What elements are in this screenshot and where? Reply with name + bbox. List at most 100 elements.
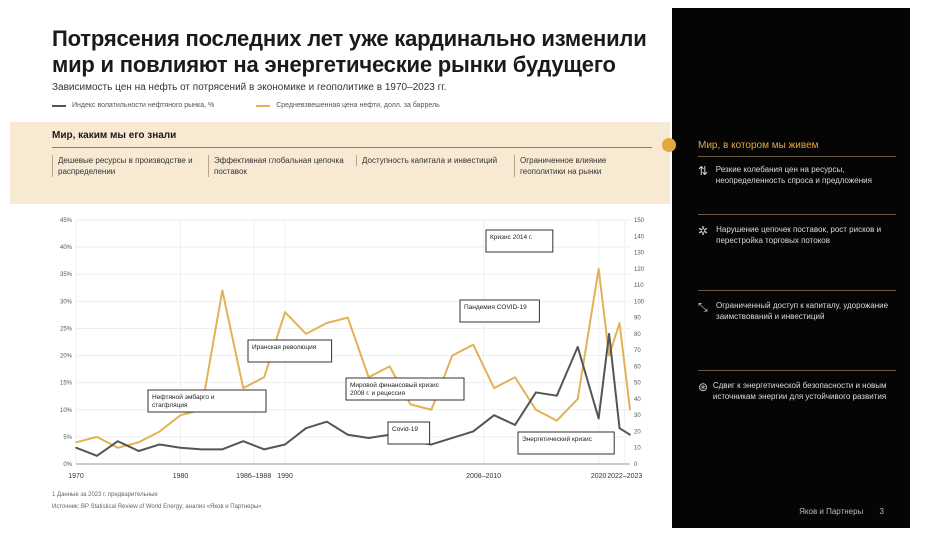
right-tick-label: 50 [634, 381, 641, 387]
left-tick-label: 5% [63, 435, 72, 441]
panel-item-2: ✲ Нарушение цепочек поставок, рост риско… [698, 224, 898, 246]
page-title: Потрясения последних лет уже кардинально… [52, 26, 652, 78]
volatility-point [430, 408, 433, 411]
band-cell-3: Доступность капитала и инвестиций [356, 155, 502, 166]
panel-item-1: ⇅ Резкие колебания цен на ресурсы, неопр… [698, 164, 898, 186]
right-tick-label: 20 [634, 429, 641, 435]
title-line-2: мир и повлияют на энергетические рынки б… [52, 52, 616, 77]
annotation-label: 2008 г. и рецессия [350, 390, 406, 397]
source-note: Источник: BP Statistical Review of World… [52, 504, 262, 510]
volatility-point [242, 387, 245, 389]
price-point [493, 414, 495, 416]
left-tick-label: 15% [60, 381, 73, 387]
panel-footer: Яков и Партнеры 3 [799, 507, 884, 516]
panel-divider [698, 156, 896, 157]
left-tick-label: 10% [60, 408, 73, 414]
annotation-box [345, 377, 465, 401]
price-point [451, 437, 454, 439]
price-point [346, 433, 349, 436]
band-divider [52, 147, 652, 148]
x-tick-label: 1990 [277, 473, 293, 480]
band-cell-2: Эффективная глобальная цепочка поставок [208, 155, 344, 177]
price-point [629, 433, 631, 436]
annotation-box [247, 339, 333, 363]
panel-item-4: ⊛ Сдвиг к энергетической безопасности и … [698, 380, 898, 402]
price-point [367, 437, 370, 439]
right-tick-label: 140 [634, 234, 645, 240]
chart-legend: Индекс волатильности нефтяного рынка, % … [52, 102, 652, 109]
price-point [618, 427, 621, 430]
right-tick-label: 150 [634, 218, 645, 224]
volatility-point [284, 311, 286, 313]
band-cell-4: Ограниченное влияние геополитики на рынк… [514, 155, 650, 177]
price-point [305, 427, 307, 430]
annotation-label: Covid-19 [392, 426, 418, 433]
price-point [117, 440, 119, 443]
price-point [179, 446, 182, 449]
panel-divider [698, 214, 896, 215]
footer-brand: Яков и Партнеры [799, 507, 864, 516]
panel-item-text: Ограниченный доступ к капиталу, удорожан… [716, 301, 889, 321]
right-tick-label: 30 [634, 413, 641, 419]
legend-swatch-dark [52, 104, 66, 107]
volatility-point [346, 316, 349, 319]
volatility-point [117, 446, 119, 449]
left-tick-label: 35% [60, 272, 73, 278]
price-point [284, 443, 286, 446]
volatility-point [305, 333, 307, 335]
volatility-point [263, 376, 265, 379]
volatility-point [409, 403, 412, 406]
annotation-label: Иранская революция [252, 344, 317, 351]
volatility-point [535, 408, 537, 411]
band-cell-1: Дешевые ресурсы в производстве и распред… [52, 155, 198, 177]
volatility-point [158, 430, 161, 433]
price-point [576, 346, 579, 348]
annotation-label: Мировой финансовый кризис [350, 381, 440, 389]
volatility-point [137, 441, 140, 444]
volatility-point [472, 343, 475, 346]
annotation-box [387, 421, 431, 445]
x-tick-label: 2022–2023 [607, 473, 642, 480]
annotation-box [459, 299, 540, 323]
volatility-point [597, 268, 600, 270]
price-point [535, 391, 537, 394]
right-panel: Мир, в котором мы живем ⇅ Резкие колебан… [672, 8, 910, 528]
price-point [556, 394, 558, 397]
price-point [242, 440, 245, 443]
legend-swatch-gold [256, 104, 271, 107]
panel-divider [698, 290, 896, 291]
right-tick-label: 90 [634, 316, 641, 322]
annotation-label: Кризис 2014 г. [490, 234, 533, 241]
right-tick-label: 40 [634, 397, 641, 403]
right-tick-label: 120 [634, 267, 645, 273]
volatility-point [556, 419, 558, 422]
right-tick-label: 110 [634, 283, 644, 289]
right-tick-label: 130 [634, 251, 645, 257]
arrows-icon: ⤡ [698, 300, 708, 314]
annotation-label: стагфляция [152, 402, 188, 409]
panel-item-text: Резкие колебания цен на ресурсы, неопред… [715, 165, 872, 185]
panel-item-text: Нарушение цепочек поставок, рост рисков … [716, 225, 882, 245]
x-tick-label: 1986–1988 [236, 473, 271, 480]
volatility-point [75, 441, 77, 444]
volatility-point [388, 365, 391, 368]
band-marker-dot [662, 138, 676, 152]
left-tick-label: 0% [63, 462, 72, 468]
x-tick-label: 1980 [173, 473, 189, 480]
annotation-label: Нефтяной эмбарго и [152, 393, 215, 401]
volatility-point [608, 354, 610, 357]
globe-icon: ⊛ [698, 380, 709, 394]
left-tick-label: 30% [60, 299, 73, 305]
right-tick-label: 100 [634, 299, 645, 305]
volatility-point [629, 408, 631, 411]
chart-icon: ⇅ [698, 164, 709, 178]
left-tick-label: 45% [60, 218, 73, 224]
price-point [200, 448, 203, 451]
x-tick-label: 2020 [591, 473, 607, 480]
panel-item-3: ⤡ Ограниченный доступ к капиталу, удорож… [698, 300, 898, 322]
band-background [10, 122, 670, 204]
x-tick-label: 1970 [68, 473, 84, 480]
price-point [514, 424, 516, 426]
annotation-box [147, 389, 267, 413]
volatility-point [179, 414, 182, 416]
